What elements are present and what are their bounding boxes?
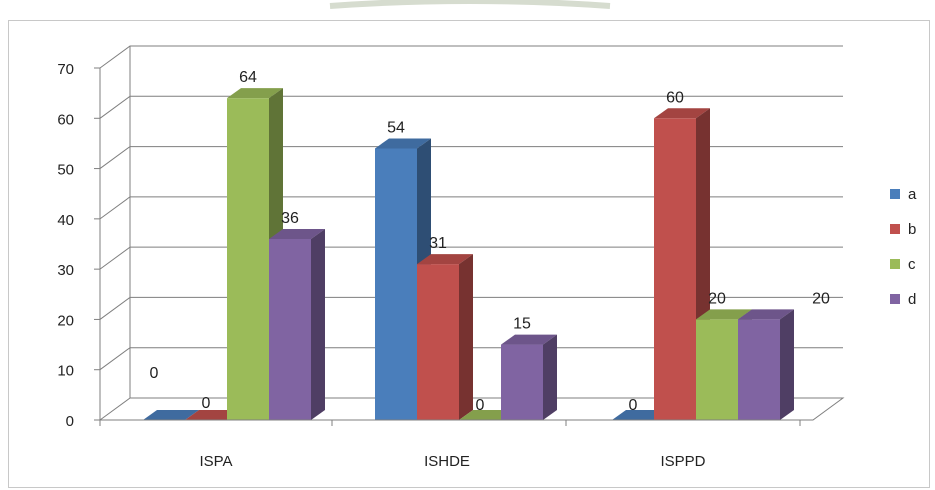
grid-layer [98,45,845,421]
y-tick-label: 50 [57,162,74,179]
bar-b-ishde [417,254,473,421]
x-tick-label: ISHDE [424,453,470,470]
bar-top [227,88,283,99]
y-tick-label: 0 [66,413,74,430]
axis-layer: 0 10 20 30 40 50 60 70 ISPA ISHDE ISPPD [57,61,813,470]
gridline [99,196,843,220]
bar-top [417,254,473,265]
y-tick-label: 70 [57,61,74,78]
data-label: 20 [812,290,830,307]
data-label: 20 [708,290,726,307]
bar-top [696,309,752,320]
bar-d-ishde [501,334,557,421]
legend-item-d: d [890,291,916,308]
gridline [99,95,843,119]
data-label: 31 [429,235,447,252]
bar-front [696,319,738,421]
data-label: 60 [666,89,684,106]
gridline [99,45,843,69]
data-label: 0 [202,395,211,412]
data-label: 36 [281,210,299,227]
y-tick-label: 10 [57,363,74,380]
bar-front [269,238,311,421]
bar-side [459,254,473,420]
watermark-band [0,0,935,30]
label-layer: 0 0 64 36 54 31 0 15 0 60 20 20 [150,69,830,414]
bar-layer [143,88,794,421]
legend-item-b: b [890,221,916,238]
bar-side [543,334,557,420]
bar-top [501,334,557,345]
data-label: 64 [239,69,257,86]
bar-top [375,138,431,149]
y-tick-label: 40 [57,212,74,229]
legend-swatch [890,224,900,234]
x-tick-label: ISPPD [660,453,705,470]
bar-top [143,410,199,420]
legend-label: c [908,256,916,273]
data-label: 15 [513,316,531,333]
bar-side [780,309,794,420]
bar-top [654,108,710,119]
legend: a b c d [890,186,917,308]
gridline [99,246,843,270]
bar-front [501,344,543,421]
legend-swatch [890,259,900,269]
gridline [99,347,843,371]
bar-front [654,118,696,421]
legend-label: d [908,291,916,308]
x-tick-label: ISPA [199,453,232,470]
legend-swatch [890,189,900,199]
bar-front [227,98,269,421]
legend-label: b [908,221,916,238]
data-label: 0 [476,397,485,414]
data-label: 0 [150,365,159,382]
bar-front [738,319,780,421]
legend-swatch [890,294,900,304]
bar-front [375,148,417,421]
y-tick-label: 30 [57,262,74,279]
bar-d-isppd [738,309,794,421]
legend-item-a: a [890,186,917,203]
bar-d-ispa [269,228,325,421]
gridline [99,146,843,169]
legend-item-c: c [890,256,916,273]
watermark-arc [329,0,611,9]
y-tick-label: 60 [57,111,74,128]
data-label: 0 [629,397,638,414]
gridline [99,296,843,320]
data-label: 54 [387,119,405,136]
bar-top [738,309,794,320]
y-tick-label: 20 [57,312,74,329]
bar-side [311,228,325,420]
legend-label: a [908,186,917,203]
bar-top [269,228,325,239]
bar-front [417,264,459,421]
